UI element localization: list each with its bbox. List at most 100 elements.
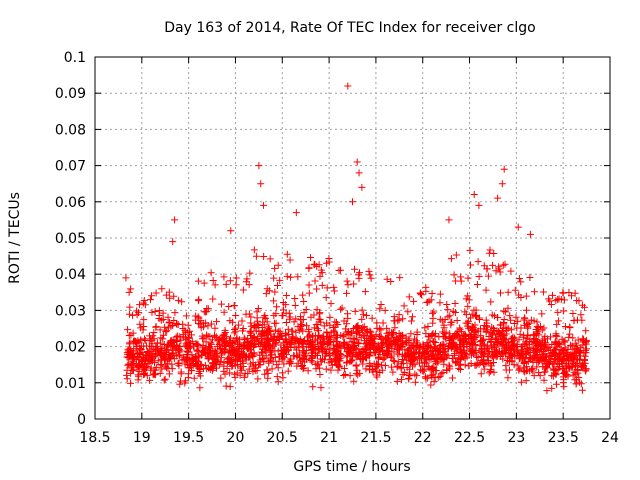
data-point [416,290,424,298]
data-point [164,345,172,353]
data-point [487,338,495,346]
data-point [140,296,148,304]
data-point [557,295,565,303]
data-point [253,314,261,322]
data-point [516,330,524,338]
data-point [410,339,418,347]
data-point [383,335,391,343]
data-point [176,380,184,388]
data-point [404,308,412,316]
data-point [299,362,307,370]
data-point [269,358,277,366]
data-point [200,334,208,342]
data-point [367,328,375,336]
data-point [195,367,203,375]
data-point [499,355,507,363]
data-point [524,358,532,366]
data-point [261,311,269,319]
data-point [512,313,520,321]
data-point [325,339,333,347]
data-point [538,337,546,345]
data-point [540,376,548,384]
data-point [475,314,483,322]
data-point [558,335,566,343]
data-point [406,365,414,373]
data-point [141,335,149,343]
data-point [429,365,437,373]
data-point [424,363,432,371]
data-point [122,274,130,282]
data-point [410,335,418,343]
data-point [308,349,316,357]
data-point [282,301,290,309]
data-point [421,373,429,381]
data-point [298,362,306,370]
data-point [484,272,492,280]
data-point [355,340,363,348]
data-point [535,369,543,377]
data-point [306,339,314,347]
data-point [376,325,384,333]
data-point [159,335,167,343]
data-point [445,361,453,369]
data-point [280,360,288,368]
data-point [514,347,522,355]
data-point [240,351,248,359]
data-point [173,320,181,328]
data-point [131,353,139,361]
data-point [530,372,538,380]
data-point [553,332,561,340]
y-tick-label: 0.03 [55,303,86,319]
data-point [327,300,335,308]
data-point [497,289,505,297]
data-point [135,367,143,375]
data-point [247,322,255,330]
data-point [355,274,363,282]
data-point [430,308,438,316]
data-point [395,316,403,324]
data-point [261,370,269,378]
data-point [159,309,167,317]
data-point [445,216,453,224]
data-point [229,362,237,370]
data-point [523,320,531,328]
data-point [541,356,549,364]
data-point [150,335,158,343]
data-point [336,341,344,349]
data-point [332,356,340,364]
data-point [552,297,560,305]
y-tick-label: 0.06 [55,195,86,211]
data-point [216,334,224,342]
data-point [168,360,176,368]
data-point [286,256,294,264]
data-point [500,332,508,340]
data-point [488,331,496,339]
data-point [260,253,268,261]
data-point [307,313,315,321]
data-point [221,328,229,336]
data-point [426,337,434,345]
data-point [530,288,538,296]
data-point [424,322,432,330]
data-point [488,323,496,331]
data-point [126,339,134,347]
data-point [539,288,547,296]
data-point [446,333,454,341]
data-point [279,374,287,382]
data-point [325,338,333,346]
data-point [306,333,314,341]
data-point [485,249,493,257]
data-point [246,328,254,336]
data-point [360,332,368,340]
data-point [464,302,472,310]
data-point [322,352,330,360]
data-point [377,326,385,334]
data-point [136,320,144,328]
x-tick-label: 24 [601,430,619,446]
data-point [271,340,279,348]
data-point [137,324,145,332]
data-point [418,291,426,299]
data-point [462,310,470,318]
data-point [381,306,389,314]
y-tick-label: 0.02 [55,340,86,356]
